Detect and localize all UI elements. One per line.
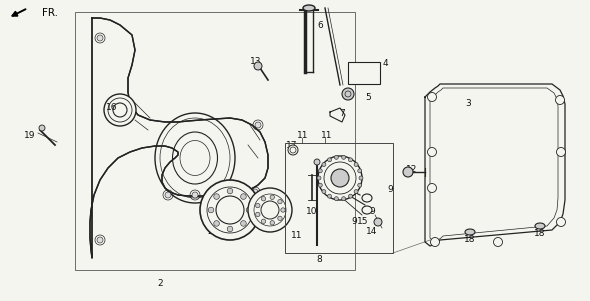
Circle shape (208, 207, 214, 213)
Circle shape (97, 237, 103, 243)
Text: 14: 14 (366, 228, 378, 237)
Circle shape (358, 169, 362, 173)
Circle shape (278, 200, 282, 204)
Circle shape (255, 212, 260, 217)
Text: 4: 4 (382, 60, 388, 69)
Text: 16: 16 (106, 104, 118, 113)
Circle shape (556, 147, 565, 157)
Text: 11: 11 (291, 231, 303, 240)
Circle shape (428, 92, 437, 101)
Circle shape (318, 169, 322, 173)
Circle shape (556, 218, 565, 226)
Circle shape (354, 163, 358, 166)
Circle shape (254, 62, 262, 70)
Text: 2: 2 (157, 278, 163, 287)
Circle shape (431, 237, 440, 247)
Text: 15: 15 (358, 218, 369, 226)
Circle shape (331, 169, 349, 187)
Circle shape (248, 188, 292, 232)
Circle shape (322, 163, 326, 166)
Circle shape (354, 190, 358, 194)
Text: 11: 11 (321, 132, 333, 141)
Text: 6: 6 (317, 20, 323, 29)
Text: 9: 9 (387, 185, 393, 194)
Text: 19: 19 (24, 131, 36, 139)
Circle shape (255, 203, 260, 208)
Ellipse shape (104, 94, 136, 126)
Circle shape (342, 197, 346, 201)
Circle shape (227, 188, 233, 194)
Circle shape (278, 216, 282, 221)
Circle shape (252, 189, 258, 195)
Circle shape (255, 122, 261, 128)
Text: 9: 9 (351, 218, 357, 226)
Circle shape (359, 176, 363, 180)
Text: 11: 11 (297, 132, 309, 141)
Text: 12: 12 (407, 166, 418, 175)
Circle shape (261, 197, 266, 201)
Circle shape (192, 192, 198, 198)
Circle shape (317, 176, 321, 180)
Circle shape (428, 184, 437, 193)
Bar (348, 62, 380, 84)
Circle shape (214, 194, 219, 199)
Circle shape (241, 221, 246, 226)
Ellipse shape (303, 5, 315, 11)
Text: 21: 21 (207, 228, 219, 237)
Circle shape (39, 125, 45, 131)
Circle shape (241, 194, 246, 199)
Circle shape (270, 195, 274, 199)
Text: 9: 9 (369, 207, 375, 216)
Text: 18: 18 (464, 235, 476, 244)
Bar (75, 12, 355, 270)
Circle shape (214, 221, 219, 226)
Ellipse shape (535, 223, 545, 229)
Circle shape (327, 194, 332, 198)
Circle shape (493, 237, 503, 247)
Text: 10: 10 (306, 207, 318, 216)
Circle shape (322, 190, 326, 194)
Circle shape (281, 208, 285, 212)
Text: 7: 7 (339, 108, 345, 117)
Circle shape (314, 159, 320, 165)
Circle shape (318, 183, 322, 187)
Circle shape (349, 194, 352, 198)
Circle shape (165, 192, 171, 198)
Circle shape (318, 156, 362, 200)
Ellipse shape (465, 229, 475, 235)
Circle shape (428, 147, 437, 157)
Circle shape (246, 207, 252, 213)
Circle shape (227, 226, 233, 232)
Circle shape (349, 158, 352, 162)
Text: 13: 13 (250, 57, 262, 67)
Text: 20: 20 (260, 210, 271, 219)
Ellipse shape (362, 194, 372, 202)
Circle shape (335, 197, 338, 201)
Circle shape (97, 35, 103, 41)
Text: 5: 5 (365, 92, 371, 101)
Text: 18: 18 (535, 228, 546, 237)
Ellipse shape (362, 206, 372, 214)
Bar (285, 143, 393, 253)
Circle shape (342, 88, 354, 100)
Circle shape (342, 155, 346, 159)
Circle shape (261, 219, 266, 223)
Circle shape (270, 221, 274, 225)
Circle shape (335, 155, 338, 159)
Circle shape (374, 218, 382, 226)
Text: 8: 8 (316, 256, 322, 265)
Circle shape (358, 183, 362, 187)
Circle shape (403, 167, 413, 177)
Circle shape (556, 95, 565, 104)
Circle shape (288, 145, 298, 155)
Circle shape (327, 158, 332, 162)
Text: 17: 17 (286, 141, 298, 150)
Text: 3: 3 (465, 98, 471, 107)
Circle shape (200, 180, 260, 240)
Text: FR.: FR. (42, 8, 58, 18)
